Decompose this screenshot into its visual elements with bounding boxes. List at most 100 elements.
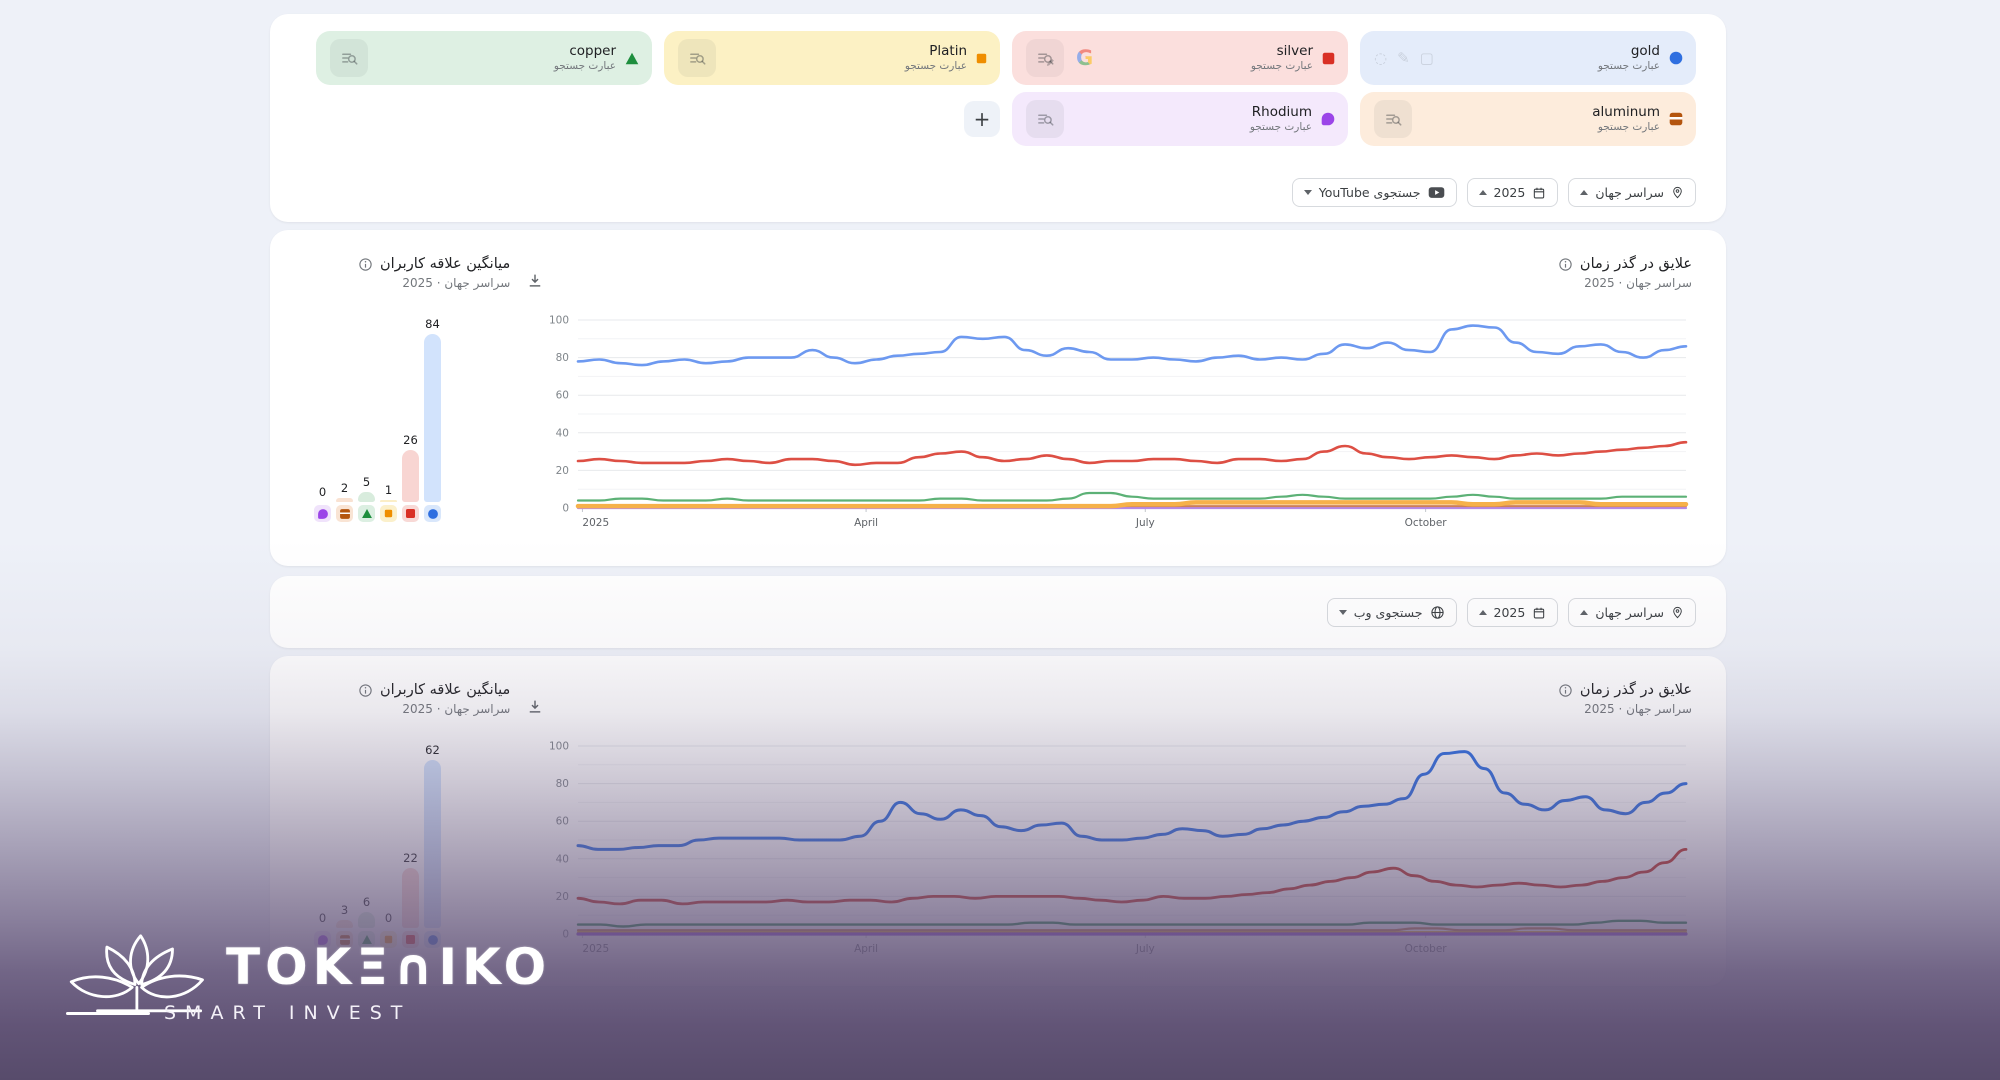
explore-term-button[interactable] <box>1026 39 1064 77</box>
line-chart-title: علایق در گذر زمان <box>1579 682 1692 698</box>
triangle-marker-icon <box>625 52 639 64</box>
square-marker-icon <box>1322 52 1335 64</box>
term-name: Rhodium <box>1251 104 1312 120</box>
average-interest-bar-chart[interactable]: 0 2 5 1 26 84 <box>314 290 519 522</box>
search-type-select[interactable]: جستجوی وب <box>1326 598 1457 627</box>
term-name: aluminum <box>1592 104 1660 120</box>
circle-marker-icon <box>1669 51 1683 65</box>
edit-icon: ✎ <box>1397 49 1410 67</box>
download-button[interactable] <box>522 268 548 294</box>
circle-marker-icon <box>427 508 438 519</box>
year-select[interactable]: 2025 <box>1466 178 1559 207</box>
bar-value-label: 22 <box>403 851 418 865</box>
svg-text:April: April <box>854 517 878 529</box>
term-type-label: عبارت جستجو <box>904 59 967 72</box>
bar-column-gold[interactable]: 84 <box>424 317 441 522</box>
bar-chart-subtitle: سراسر جهان · 2025 <box>402 276 511 290</box>
term-chip-aluminum[interactable]: aluminum عبارت جستجو <box>1360 92 1696 146</box>
logo-underline <box>66 1011 150 1015</box>
info-icon[interactable] <box>358 683 373 698</box>
term-chip-rhodium[interactable]: Rhodium عبارت جستجو <box>1012 92 1348 146</box>
bar-column-gold[interactable]: 62 <box>424 743 441 948</box>
globe-icon <box>1430 606 1444 619</box>
svg-text:80: 80 <box>556 778 569 790</box>
bar-chart-header: میانگین علاقه کاربران سراسر جهان · 2025 <box>358 256 510 290</box>
bar-value-label: 62 <box>425 743 440 757</box>
term-name: gold <box>1630 43 1660 59</box>
average-interest-bar-chart[interactable]: 0 3 6 0 22 62 <box>314 716 519 948</box>
search-list-icon <box>1037 52 1054 66</box>
svg-text:100: 100 <box>549 741 569 753</box>
bar-value-label: 1 <box>384 483 393 497</box>
search-list-icon <box>1037 113 1053 126</box>
bar-column-aluminum[interactable]: 2 <box>336 481 353 522</box>
caret-up-icon <box>1478 610 1487 615</box>
interest-over-time-line-chart[interactable]: 0 20 40 60 80 100 2025 April July October <box>536 310 1696 542</box>
calendar-icon <box>1534 187 1545 198</box>
bar-column-silver[interactable]: 26 <box>402 433 419 522</box>
chip-faint-actions: ▢ ✎ ◌ <box>1374 49 1434 67</box>
bar-value-label: 2 <box>340 481 349 495</box>
svg-text:20: 20 <box>556 465 569 477</box>
bar-column-platin[interactable]: 1 <box>380 483 397 522</box>
search-list-icon <box>689 52 705 65</box>
explore-term-button[interactable] <box>1026 100 1064 138</box>
bar <box>336 498 353 502</box>
bar <box>358 492 375 502</box>
svg-text:2025: 2025 <box>582 517 609 529</box>
caret-up-icon <box>1580 610 1589 615</box>
region-select[interactable]: سراسر جهان <box>1568 178 1696 207</box>
line-chart-svg: 0 20 40 60 80 100 2025 April July October <box>549 315 1689 529</box>
term-chip-platin[interactable]: Platin عبارت جستجو <box>664 31 1000 85</box>
download-icon <box>529 700 541 713</box>
bar-marker-chip <box>358 505 375 522</box>
bar-column-rhodium[interactable]: 0 <box>314 485 331 522</box>
term-chip-gold[interactable]: gold عبارت جستجو ▢ ✎ ◌ <box>1360 31 1696 85</box>
explore-term-button[interactable] <box>1374 100 1412 138</box>
lotus-logo-icon <box>69 934 204 1013</box>
bar <box>380 500 397 502</box>
year-select[interactable]: 2025 <box>1466 598 1559 627</box>
svg-text:October: October <box>1405 943 1448 955</box>
explore-term-button[interactable] <box>678 39 716 77</box>
google-logo-icon: G <box>1076 46 1094 70</box>
series-line-platin <box>575 500 1689 509</box>
explore-term-button[interactable] <box>330 39 368 77</box>
interest-over-time-line-chart[interactable]: 0 20 40 60 80 100 2025 April July October <box>536 736 1696 968</box>
location-pin-icon <box>1673 606 1682 619</box>
bar-marker-chip <box>336 505 353 522</box>
bar-value-label: 84 <box>425 317 440 331</box>
chip-row-1: gold عبارت جستجو ▢ ✎ ◌ silver عبارت جستجو G Plat… <box>316 31 1696 85</box>
series-line-aluminum <box>576 927 1688 932</box>
bar <box>402 450 419 502</box>
bar-column-copper[interactable]: 5 <box>358 475 375 522</box>
region-select[interactable]: سراسر جهان <box>1568 598 1696 627</box>
bar-marker-chip <box>380 505 397 522</box>
bar-value-label: 0 <box>384 911 393 925</box>
term-type-label: عبارت جستجو <box>1597 120 1660 133</box>
download-button[interactable] <box>522 694 548 720</box>
info-icon[interactable] <box>358 257 373 272</box>
line-chart-header: علایق در گذر زمان سراسر جهان · 2025 <box>1558 256 1692 290</box>
info-icon[interactable] <box>1558 683 1573 698</box>
calendar-icon <box>1534 607 1545 618</box>
svg-text:0: 0 <box>562 503 569 515</box>
svg-text:0: 0 <box>562 929 569 941</box>
search-type-select[interactable]: جستجوی YouTube <box>1291 178 1457 207</box>
square-marker-icon <box>405 508 416 519</box>
line-chart-title: علایق در گذر زمان <box>1579 256 1692 272</box>
caret-up-icon <box>1478 190 1487 195</box>
search-type-label: جستجوی YouTube <box>1318 185 1421 200</box>
term-text: silver عبارت جستجو <box>1251 43 1313 73</box>
add-term-button[interactable]: + <box>964 101 1000 137</box>
web-controls-card: سراسر جهان 2025 جستجوی وب <box>270 576 1726 648</box>
term-chip-silver[interactable]: silver عبارت جستجو G <box>1012 31 1348 85</box>
svg-text:October: October <box>1405 517 1448 529</box>
info-icon[interactable] <box>1558 257 1573 272</box>
bar-chart-subtitle: سراسر جهان · 2025 <box>402 702 511 716</box>
caret-down-icon <box>1303 190 1312 195</box>
caret-up-icon <box>1580 190 1589 195</box>
term-chip-copper[interactable]: copper عبارت جستجو <box>316 31 652 85</box>
caret-down-icon <box>1338 610 1347 615</box>
